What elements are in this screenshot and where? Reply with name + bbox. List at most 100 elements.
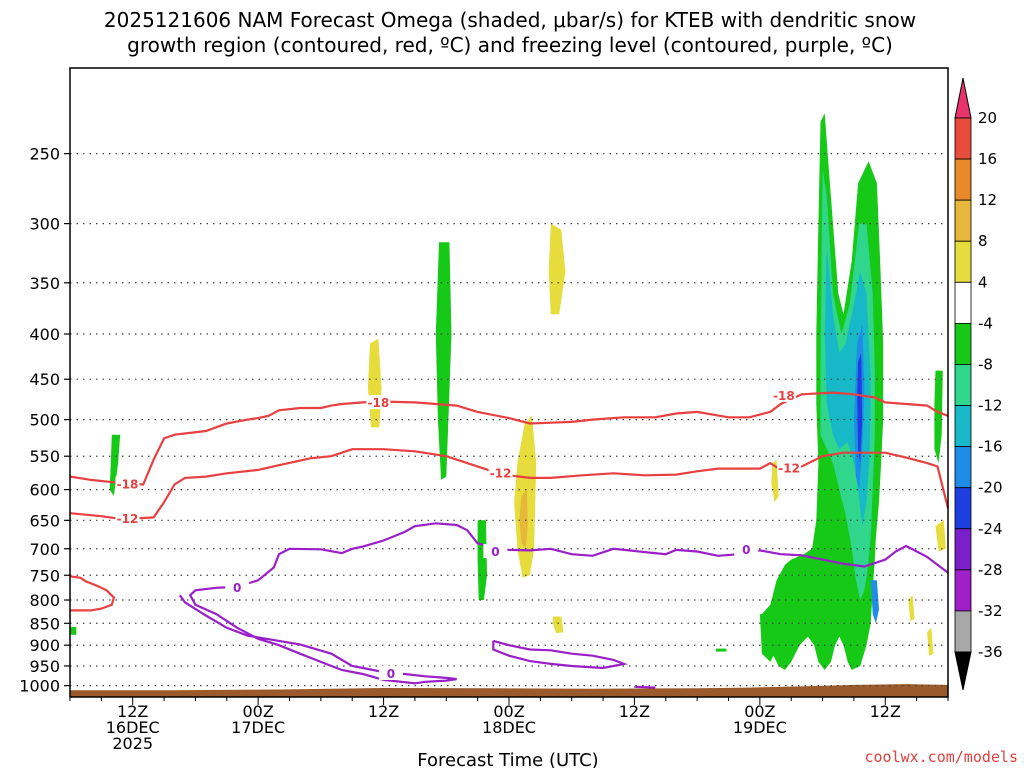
contour-label-freezing-1: 0 xyxy=(491,545,499,559)
omega-shade-yellow-8 xyxy=(927,627,934,656)
omega-shade-orange-1 xyxy=(519,489,528,549)
y-tick-label-400: 400 xyxy=(29,325,60,344)
omega-shade-green-ground-left xyxy=(759,614,775,662)
colorbar-label-4: 4 xyxy=(978,273,988,291)
contour-label-dgz-minus18-0: -18 xyxy=(117,477,139,491)
y-tick-label-500: 500 xyxy=(29,411,60,430)
contour-freezing-surface xyxy=(634,685,656,689)
omega-shade-yellow-7 xyxy=(908,595,915,621)
contour-dgz-minus18 xyxy=(69,391,949,486)
contour-label-dgz-minus18-1: -18 xyxy=(368,396,390,410)
contour-label-dgz-minus12-1: -12 xyxy=(490,466,512,480)
x-tick-label-0-1: 16DEC xyxy=(106,718,160,737)
y-tick-label-450: 450 xyxy=(29,370,60,389)
contour-label-bg xyxy=(378,665,403,680)
colorbar-label-10: -24 xyxy=(978,520,1003,538)
x-tick-label-5-1: 19DEC xyxy=(733,718,787,737)
contour-label-bg xyxy=(225,579,250,594)
colorbar-label-2: 12 xyxy=(978,191,997,209)
x-tick-label-1-0: 00Z xyxy=(242,702,273,721)
colorbar-label-3: 8 xyxy=(978,232,988,250)
colorbar: 20 16 12 8 4 -4 -8 -12 -16 -20 -24 -28 -32 -36 xyxy=(954,77,1003,691)
omega-shade-yellow-2 xyxy=(548,223,566,315)
contour-label-dgz-minus18-2: -18 xyxy=(773,389,795,403)
y-tick-label-250: 250 xyxy=(29,145,60,164)
omega-shade-green-left-dot xyxy=(70,626,77,635)
colorbar-label-1: 16 xyxy=(978,150,997,168)
contour-dgz-minus12-low xyxy=(69,575,116,612)
colorbar-swatch-0 xyxy=(954,117,972,160)
colorbar-top-arrow xyxy=(954,77,972,119)
y-tick-label-650: 650 xyxy=(29,511,60,530)
contour-label-freezing-2: 0 xyxy=(742,543,750,557)
y-tick-label-700: 700 xyxy=(29,540,60,559)
omega-shade-green-col-3 xyxy=(477,520,487,600)
contour-dgz-minus12 xyxy=(69,448,950,521)
y-tick-label-750: 750 xyxy=(29,566,60,585)
omega-shade-green-right-col xyxy=(934,370,943,464)
contour-label-bg xyxy=(115,511,140,526)
terrain-layer xyxy=(70,684,948,697)
colorbar-label-7: -12 xyxy=(978,397,1003,415)
y-tick-label-1000: 1000 xyxy=(19,677,60,696)
omega-shade-green-col-1 xyxy=(109,434,121,496)
contour-label-freezing-0: 0 xyxy=(233,581,241,595)
colorbar-swatch-6 xyxy=(954,364,972,406)
colorbar-label-11: -28 xyxy=(978,561,1003,579)
contour-label-dgz-minus12-2: -12 xyxy=(778,462,800,476)
axes-layer: 250 300 350 400 450 500 550 600 650 700 750 800 850 9… xyxy=(19,67,949,753)
x-tick-label-3-1: 18DEC xyxy=(482,718,536,737)
colorbar-swatch-9 xyxy=(954,487,972,530)
contour-label-bg xyxy=(366,395,391,410)
colorbar-swatch-7 xyxy=(954,405,972,448)
omega-shade-yellow-4 xyxy=(552,616,564,634)
contour-freezing xyxy=(178,522,949,685)
y-tick-label-900: 900 xyxy=(29,636,60,655)
colorbar-label-9: -20 xyxy=(978,479,1003,497)
x-tick-label-0-0: 12Z xyxy=(117,702,148,721)
terrain-fill xyxy=(70,684,948,697)
omega-shade-blue-low xyxy=(870,580,879,624)
y-tick-label-550: 550 xyxy=(29,447,60,466)
omega-shade-yellow-6 xyxy=(935,520,946,552)
x-tick-label-6-0: 12Z xyxy=(870,702,901,721)
colorbar-bottom-arrow xyxy=(954,651,972,691)
x-tick-label-1-1: 17DEC xyxy=(231,718,285,737)
contour-label-bg xyxy=(734,541,759,556)
omega-shade-green-speck xyxy=(716,648,727,652)
y-tick-label-300: 300 xyxy=(29,215,60,234)
colorbar-swatch-11 xyxy=(954,569,972,612)
contour-label-freezing-3: 0 xyxy=(387,667,395,681)
colorbar-swatch-10 xyxy=(954,528,972,571)
colorbar-label-6: -8 xyxy=(978,355,993,373)
credit-text[interactable]: coolwx.com/models xyxy=(864,748,1018,766)
contour-label-dgz-minus12-0: -12 xyxy=(117,512,139,526)
contour-layer: -18 -18 -18 -12 -12 -12 0 0 0 0 xyxy=(69,387,950,689)
x-axis-label: Forecast Time (UTC) xyxy=(417,750,598,768)
chart-title-line-2: growth region (contoured, red, ºC) and f… xyxy=(127,33,893,57)
chart-title-line-1: 2025121606 NAM Forecast Omega (shaded, μ… xyxy=(104,8,916,32)
y-tick-label-800: 800 xyxy=(29,591,60,610)
contour-label-bg xyxy=(115,476,140,491)
contour-label-bg xyxy=(771,387,796,402)
colorbar-swatch-4 xyxy=(954,281,972,324)
colorbar-swatch-2 xyxy=(954,199,972,242)
y-tick-label-950: 950 xyxy=(29,657,60,676)
x-tick-label-0-2: 2025 xyxy=(112,734,153,753)
omega-shade-yellow-5 xyxy=(771,459,779,503)
colorbar-label-12: -32 xyxy=(978,602,1003,620)
x-tick-label-3-0: 00Z xyxy=(493,702,524,721)
contour-label-bg xyxy=(488,465,513,480)
colorbar-swatch-1 xyxy=(954,158,972,201)
colorbar-label-13: -36 xyxy=(978,643,1003,661)
colorbar-swatch-3 xyxy=(954,240,972,283)
contour-label-bg xyxy=(777,460,802,475)
colorbar-swatch-12 xyxy=(954,610,972,653)
y-tick-label-850: 850 xyxy=(29,614,60,633)
y-tick-label-350: 350 xyxy=(29,274,60,293)
colorbar-label-0: 20 xyxy=(978,109,997,127)
omega-shading-layer xyxy=(70,113,946,670)
colorbar-swatch-8 xyxy=(954,446,972,489)
x-tick-label-5-0: 00Z xyxy=(744,702,775,721)
